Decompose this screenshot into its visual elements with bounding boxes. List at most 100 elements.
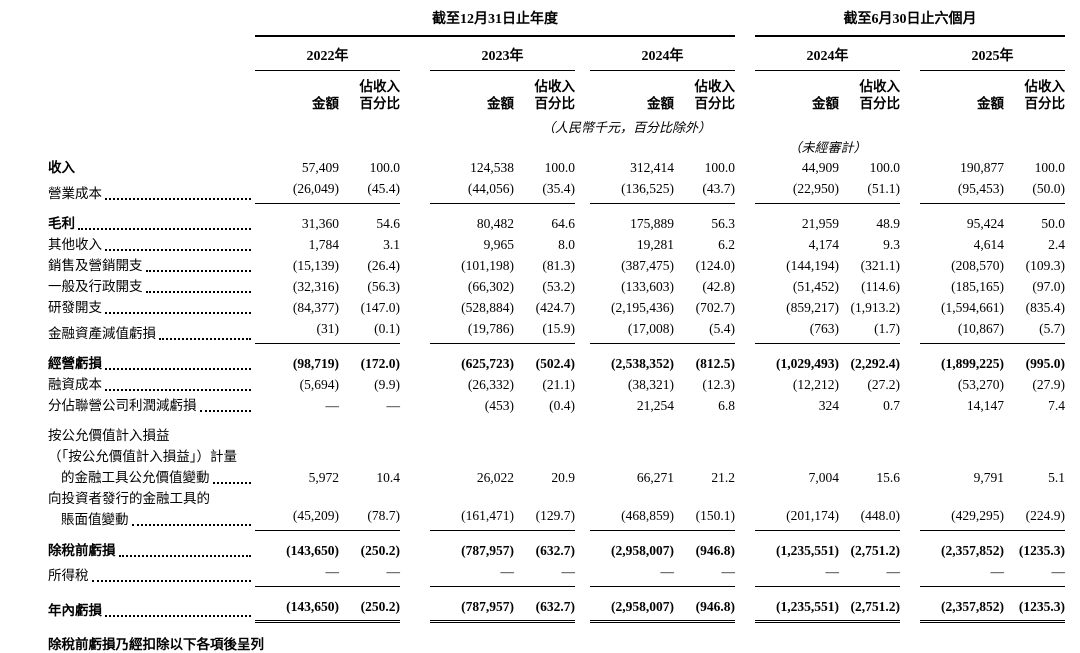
- column-gap: [575, 344, 590, 375]
- column-gap: [735, 71, 755, 113]
- amount-cell: (84,377): [292, 300, 339, 315]
- amount-cell: (2,538,352): [611, 356, 674, 371]
- pct-cell: (97.0): [1032, 279, 1066, 294]
- amount-cell: (1,235,551): [776, 542, 839, 558]
- column-gap: [735, 416, 755, 488]
- column-gap: [400, 157, 430, 178]
- amount-cell: 19,281: [636, 237, 674, 252]
- column-gap: [900, 344, 920, 375]
- column-gap: [400, 234, 430, 255]
- column-gap: [900, 488, 920, 530]
- amount-cell: (15,139): [292, 258, 339, 273]
- clipped-footer-row: 除稅前虧損乃經扣除以下各項後呈列: [48, 621, 1065, 653]
- pct-cell: 100.0: [369, 160, 400, 175]
- row-label-text: （「按公允價值計入損益」）計量: [48, 449, 237, 464]
- amount-cell: —: [255, 560, 339, 587]
- column-gap: [900, 157, 920, 178]
- dot-leader: [159, 337, 251, 340]
- column-gap: [575, 36, 590, 71]
- column-gap: [900, 530, 920, 561]
- amount-cell: (133,603): [621, 279, 674, 294]
- amount-cell: (429,295): [920, 488, 1004, 531]
- column-gap: [735, 297, 755, 318]
- column-gap: [400, 561, 430, 587]
- amount-cell: 324: [818, 398, 839, 413]
- pct-cell: (51.1): [839, 178, 900, 204]
- pct-cell: (448.0): [839, 488, 900, 531]
- pct-cell: (172.0): [360, 356, 400, 371]
- column-gap: [400, 36, 430, 71]
- column-gap: [735, 234, 755, 255]
- column-gap: [575, 204, 590, 235]
- column-gap: [735, 36, 755, 71]
- dot-leader: [199, 410, 251, 412]
- column-gap: [575, 178, 590, 204]
- row-label: 融資成本: [48, 374, 255, 395]
- header-spacer: [755, 112, 1065, 137]
- pct-cell: 9.3: [883, 237, 900, 252]
- dot-leader: [78, 228, 251, 230]
- amount-cell: (625,723): [461, 356, 514, 371]
- table-row: 毛利 31,360 54.6 80,482 64.6 175,889 56.3 21,959 4…: [48, 204, 1065, 235]
- table-row: 融資成本 (5,694) (9.9) (26,332) (21.1) (38,321) (1…: [48, 374, 1065, 395]
- amount-cell: (5,694): [299, 377, 339, 392]
- column-gap: [575, 71, 590, 113]
- amount-cell: 21,959: [801, 216, 839, 231]
- pct-cell: (35.4): [514, 178, 575, 204]
- amount-cell: 26,022: [476, 470, 514, 485]
- row-label-text: 毛利: [48, 216, 75, 231]
- amount-cell: 66,271: [636, 470, 674, 485]
- pct-cell: 6.2: [718, 237, 735, 252]
- pct-cell: (946.8): [695, 542, 735, 558]
- column-gap: [735, 561, 755, 587]
- pct-header: 佔收入 百分比: [694, 79, 736, 111]
- pct-cell: —: [674, 560, 735, 587]
- pct-cell: (702.7): [695, 300, 735, 315]
- row-label-text: 融資成本: [48, 377, 102, 392]
- table-row: 研發開支 (84,377) (147.0) (528,884) (424.7) (2,19…: [48, 297, 1065, 318]
- amount-cell: 14,147: [966, 398, 1004, 413]
- year-2024-interim: 2024年: [755, 36, 900, 71]
- pct-cell: (224.9): [1004, 488, 1066, 531]
- row-label: 一般及行政開支: [48, 276, 255, 297]
- pct-cell: (812.5): [695, 356, 735, 371]
- year-2022: 2022年: [255, 36, 400, 71]
- amount-cell: (98,719): [292, 356, 339, 371]
- pct-cell: —: [339, 560, 400, 587]
- amount-cell: 175,889: [630, 216, 674, 231]
- pct-cell: (1235.3): [1018, 542, 1066, 558]
- amount-header: 金額: [812, 96, 839, 111]
- interim-group-header: 截至6月30日止六個月: [755, 4, 1066, 37]
- amount-cell: (32,316): [292, 279, 339, 294]
- table-row: 營業成本 (26,049) (45.4) (44,056) (35.4) (136,525…: [48, 178, 1066, 204]
- pct-cell: (114.6): [861, 279, 900, 294]
- header-spacer: [48, 137, 255, 157]
- pct-cell: (2,292.4): [850, 356, 901, 371]
- pct-cell: (21.1): [542, 377, 575, 392]
- pct-cell: (2,751.2): [850, 542, 901, 558]
- amount-cell: (31): [255, 318, 339, 344]
- pct-cell: (632.7): [514, 586, 575, 623]
- pct-cell: (1,913.2): [850, 300, 901, 315]
- row-label: 金融資產減值虧損: [48, 318, 255, 344]
- amount-cell: 4,614: [973, 237, 1004, 252]
- pct-header: 佔收入 百分比: [1024, 79, 1066, 111]
- pct-cell: 50.0: [1041, 216, 1066, 231]
- amount-cell: (66,302): [467, 279, 514, 294]
- column-gap: [735, 137, 755, 157]
- column-gap: [900, 178, 920, 204]
- row-label: 營業成本: [48, 178, 255, 204]
- column-gap: [400, 395, 430, 416]
- pct-cell: (124.0): [695, 258, 735, 273]
- pct-cell: (0.1): [339, 318, 400, 344]
- row-label-text: 賬面值變動: [61, 512, 129, 527]
- amount-cell: (101,198): [461, 258, 514, 273]
- pct-cell: (5.4): [674, 318, 735, 344]
- row-label: 年內虧損: [48, 586, 255, 621]
- currency-note-row: （人民幣千元，百分比除外）: [48, 112, 1065, 137]
- column-gap: [735, 255, 755, 276]
- column-gap: [400, 178, 430, 204]
- column-gap: [575, 561, 590, 587]
- pct-cell: 54.6: [376, 216, 400, 231]
- row-label-text: 除稅前虧損: [48, 542, 116, 558]
